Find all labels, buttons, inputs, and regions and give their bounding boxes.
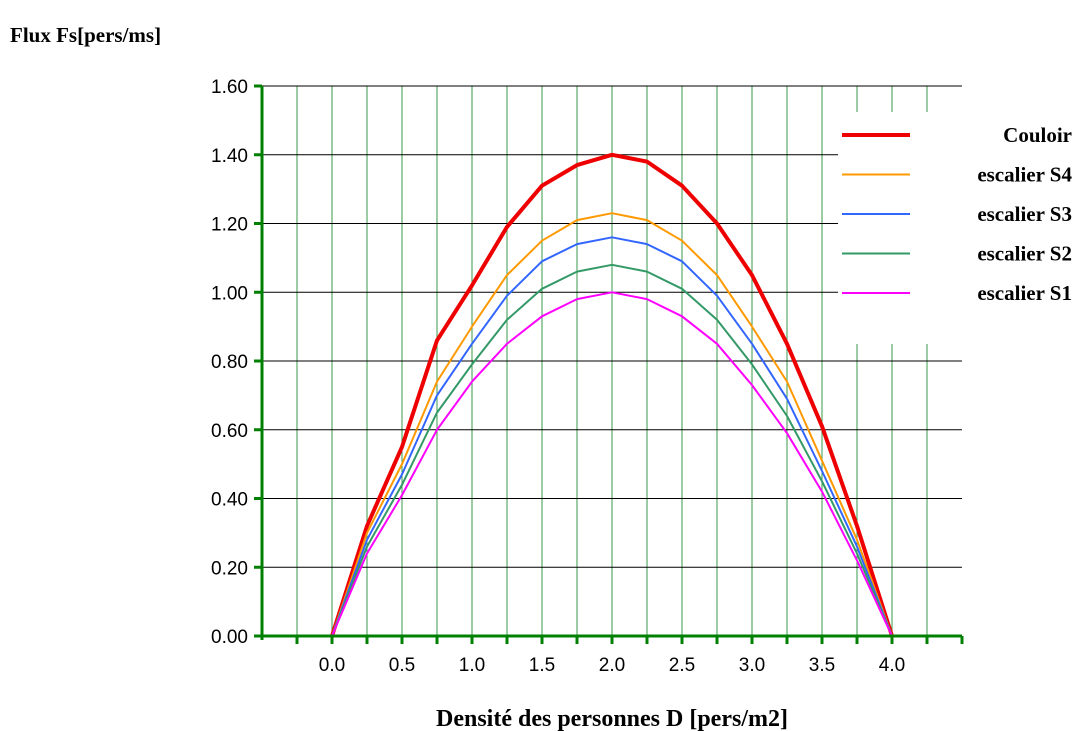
series-line-escalier-s2 xyxy=(331,263,893,637)
series-lines xyxy=(330,152,894,638)
y-tick-label: 0.20 xyxy=(211,558,248,579)
y-tick-label: 0.00 xyxy=(211,627,248,648)
series-line-couloir xyxy=(330,152,894,638)
y-tick-label: 0.40 xyxy=(211,490,248,511)
legend-box xyxy=(838,112,1076,344)
y-tick-label: 1.20 xyxy=(211,215,248,236)
x-tick-label: 4.0 xyxy=(879,655,905,676)
legend-label: Couloir xyxy=(1003,123,1072,147)
y-tick-label: 1.40 xyxy=(211,146,248,167)
x-tick-label: 2.5 xyxy=(669,655,695,676)
y-axis-title: Flux Fs[pers/ms] xyxy=(10,23,161,47)
series-line-escalier-s1 xyxy=(331,291,893,637)
x-tick-label: 1.5 xyxy=(529,655,555,676)
series-line-escalier-s4 xyxy=(331,212,893,637)
y-tick-label: 1.60 xyxy=(211,77,248,98)
y-tick-label: 1.00 xyxy=(211,283,248,304)
legend: Couloir escalier S4 escalier S3 escalier S2… xyxy=(838,112,1076,344)
y-tick-label: 0.80 xyxy=(211,352,248,373)
series-line-escalier-s3 xyxy=(331,236,893,637)
legend-label: escalier S3 xyxy=(977,202,1072,226)
x-axis-title: Densité des personnes D [pers/m2] xyxy=(436,706,788,731)
x-tick-label: 0.0 xyxy=(319,655,345,676)
legend-label: escalier S4 xyxy=(977,163,1072,187)
x-tick-label: 1.0 xyxy=(459,655,485,676)
x-tick-label: 2.0 xyxy=(599,655,625,676)
legend-label: escalier S2 xyxy=(977,242,1072,266)
x-tick-label: 3.5 xyxy=(809,655,835,676)
legend-label: escalier S1 xyxy=(977,281,1072,305)
x-tick-label: 0.5 xyxy=(389,655,415,676)
tick-labels: 0.00 0.20 0.40 0.60 0.80 1.00 1.20 1.40 1.60 0.0 0… xyxy=(211,77,905,676)
axes xyxy=(254,84,964,644)
x-tick-label: 3.0 xyxy=(739,655,765,676)
y-tick-label: 0.60 xyxy=(211,421,248,442)
